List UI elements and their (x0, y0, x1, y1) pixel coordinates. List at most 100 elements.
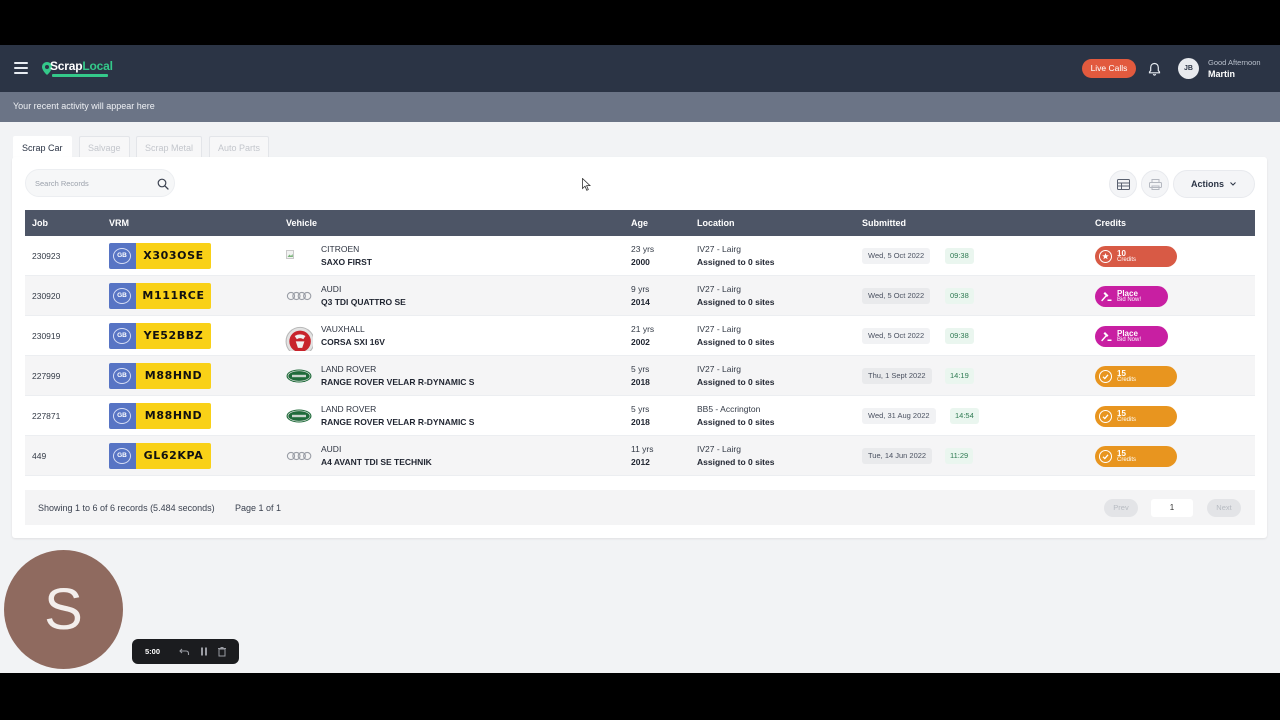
header-submitted[interactable]: Submitted (862, 218, 906, 228)
table-footer: Showing 1 to 6 of 6 records (5.484 secon… (25, 490, 1255, 525)
header-vrm[interactable]: VRM (109, 218, 129, 228)
user-avatar[interactable]: JB (1178, 58, 1199, 79)
vehicle-model: RANGE ROVER VELAR R-DYNAMIC S (321, 377, 475, 387)
plate-text: M88HND (136, 403, 211, 429)
location: BB5 - Accrington (697, 404, 761, 414)
header-age[interactable]: Age (631, 218, 649, 228)
registration-plate[interactable]: GB YE52BBZ (109, 323, 211, 349)
audi-rings-icon (286, 291, 312, 301)
recording-timer: 5:00 (145, 647, 161, 656)
job-number[interactable]: 227871 (32, 411, 61, 421)
pause-icon[interactable] (199, 646, 209, 657)
credits-button[interactable]: 15 Credits (1095, 446, 1177, 467)
recent-activity-text: Your recent activity will appear here (13, 101, 155, 111)
plate-text: GL62KPA (136, 443, 211, 469)
gb-badge: GB (109, 363, 136, 389)
bid-title: Place (1117, 289, 1138, 298)
registration-plate[interactable]: GB M88HND (109, 363, 211, 389)
gb-badge: GB (109, 403, 136, 429)
credit-label: Credits (1117, 457, 1137, 463)
place-bid-button[interactable]: Place Bid Now! (1095, 286, 1168, 307)
vehicle-age: 11 yrs (631, 444, 654, 454)
registration-plate[interactable]: GB M88HND (109, 403, 211, 429)
top-navbar: ScrapLocal Live Calls JB Good Afternoon … (0, 45, 1280, 92)
submitted-date: Thu, 1 Sept 2022 (862, 368, 932, 384)
credits-button[interactable]: 10 Credits (1095, 246, 1177, 267)
undo-icon[interactable] (179, 646, 190, 657)
submitted-time: 11:29 (945, 448, 974, 464)
star-icon (1099, 250, 1112, 263)
header-credits[interactable]: Credits (1095, 218, 1127, 228)
job-number[interactable]: 230919 (32, 331, 61, 341)
job-number[interactable]: 230920 (32, 291, 61, 301)
vehicle-year: 2002 (631, 337, 650, 347)
page-info: Page 1 of 1 (235, 503, 282, 513)
credit-amount: 15 (1117, 449, 1126, 458)
submitted-date: Wed, 31 Aug 2022 (862, 408, 936, 424)
job-number[interactable]: 227999 (32, 371, 61, 381)
vauxhall-logo-icon (285, 326, 313, 351)
search-icon[interactable] (157, 178, 169, 190)
prev-page-button[interactable]: Prev (1104, 499, 1138, 517)
registration-plate[interactable]: GB GL62KPA (109, 443, 211, 469)
location: IV27 - Lairg (697, 324, 741, 334)
actions-dropdown-button[interactable]: Actions (1173, 170, 1255, 198)
menu-icon[interactable] (14, 62, 28, 74)
job-number[interactable]: 230923 (32, 251, 61, 261)
submitted-date: Wed, 5 Oct 2022 (862, 328, 931, 344)
job-number[interactable]: 449 (32, 451, 47, 461)
table-row[interactable]: 449 GB GL62KPA AUDI A4 AVANT TDI SE TECH… (25, 436, 1255, 476)
page-number-input[interactable]: 1 (1151, 499, 1193, 517)
table-row[interactable]: 227999 GB M88HND LAND ROVER RANGE ROVER … (25, 356, 1255, 396)
vehicle-year: 2018 (631, 417, 650, 427)
assigned-sites: Assigned to 0 sites (697, 377, 775, 387)
tab-salvage[interactable]: Salvage (79, 136, 130, 158)
credits-button[interactable]: 15 Credits (1095, 366, 1177, 387)
header-vehicle[interactable]: Vehicle (286, 218, 318, 228)
plate-text: M111RCE (136, 283, 211, 309)
header-job[interactable]: Job (32, 218, 49, 228)
vehicle-make: CITROEN (321, 244, 360, 254)
mouse-cursor-icon (582, 178, 591, 191)
place-bid-button[interactable]: Place Bid Now! (1095, 326, 1168, 347)
bell-icon[interactable] (1148, 62, 1161, 76)
table-row[interactable]: 227871 GB M88HND LAND ROVER RANGE ROVER … (25, 396, 1255, 436)
header-location[interactable]: Location (697, 218, 735, 228)
gb-badge: GB (109, 243, 136, 269)
trash-icon[interactable] (217, 646, 227, 657)
vehicle-year: 2012 (631, 457, 650, 467)
registration-plate[interactable]: GB X303OSE (109, 243, 211, 269)
vehicle-make: VAUXHALL (321, 324, 365, 334)
table-view-button[interactable] (1109, 170, 1137, 198)
live-calls-button[interactable]: Live Calls (1082, 59, 1136, 78)
gb-badge: GB (109, 323, 136, 349)
bid-title: Place (1117, 329, 1138, 338)
assigned-sites: Assigned to 0 sites (697, 417, 775, 427)
tab-scrap-metal[interactable]: Scrap Metal (136, 136, 203, 158)
recent-activity-bar: Your recent activity will appear here (0, 92, 1280, 122)
table-header: Job VRM Vehicle Age Location Submitted C… (25, 210, 1255, 236)
vehicle-age: 9 yrs (631, 284, 650, 294)
gavel-icon (1101, 292, 1112, 302)
next-page-button[interactable]: Next (1207, 499, 1241, 517)
audi-rings-icon (286, 451, 312, 461)
check-circle-icon (1099, 370, 1112, 383)
location: IV27 - Lairg (697, 364, 741, 374)
print-button[interactable] (1141, 170, 1169, 198)
vehicle-model: A4 AVANT TDI SE TECHNIK (321, 457, 432, 467)
map-pin-icon (42, 62, 52, 75)
plate-text: YE52BBZ (136, 323, 211, 349)
tab-scrap-car[interactable]: Scrap Car (13, 136, 72, 158)
registration-plate[interactable]: GB M111RCE (109, 283, 211, 309)
submitted-date: Wed, 5 Oct 2022 (862, 288, 931, 304)
tab-auto-parts[interactable]: Auto Parts (209, 136, 270, 158)
table-row[interactable]: 230919 GB YE52BBZ VAUXHALL CORSA SXI 16V… (25, 316, 1255, 356)
search-input[interactable] (35, 177, 145, 190)
table-row[interactable]: 230923 GB X303OSE CITROEN SAXO FIRST 23 … (25, 236, 1255, 276)
table-row[interactable]: 230920 GB M111RCE AUDI Q3 TDI QUATTRO SE… (25, 276, 1255, 316)
vehicle-make: LAND ROVER (321, 364, 377, 374)
submitted-date: Wed, 5 Oct 2022 (862, 248, 931, 264)
credits-button[interactable]: 15 Credits (1095, 406, 1177, 427)
user-name[interactable]: Martin (1208, 69, 1235, 79)
webcam-bubble[interactable]: S (4, 550, 123, 669)
